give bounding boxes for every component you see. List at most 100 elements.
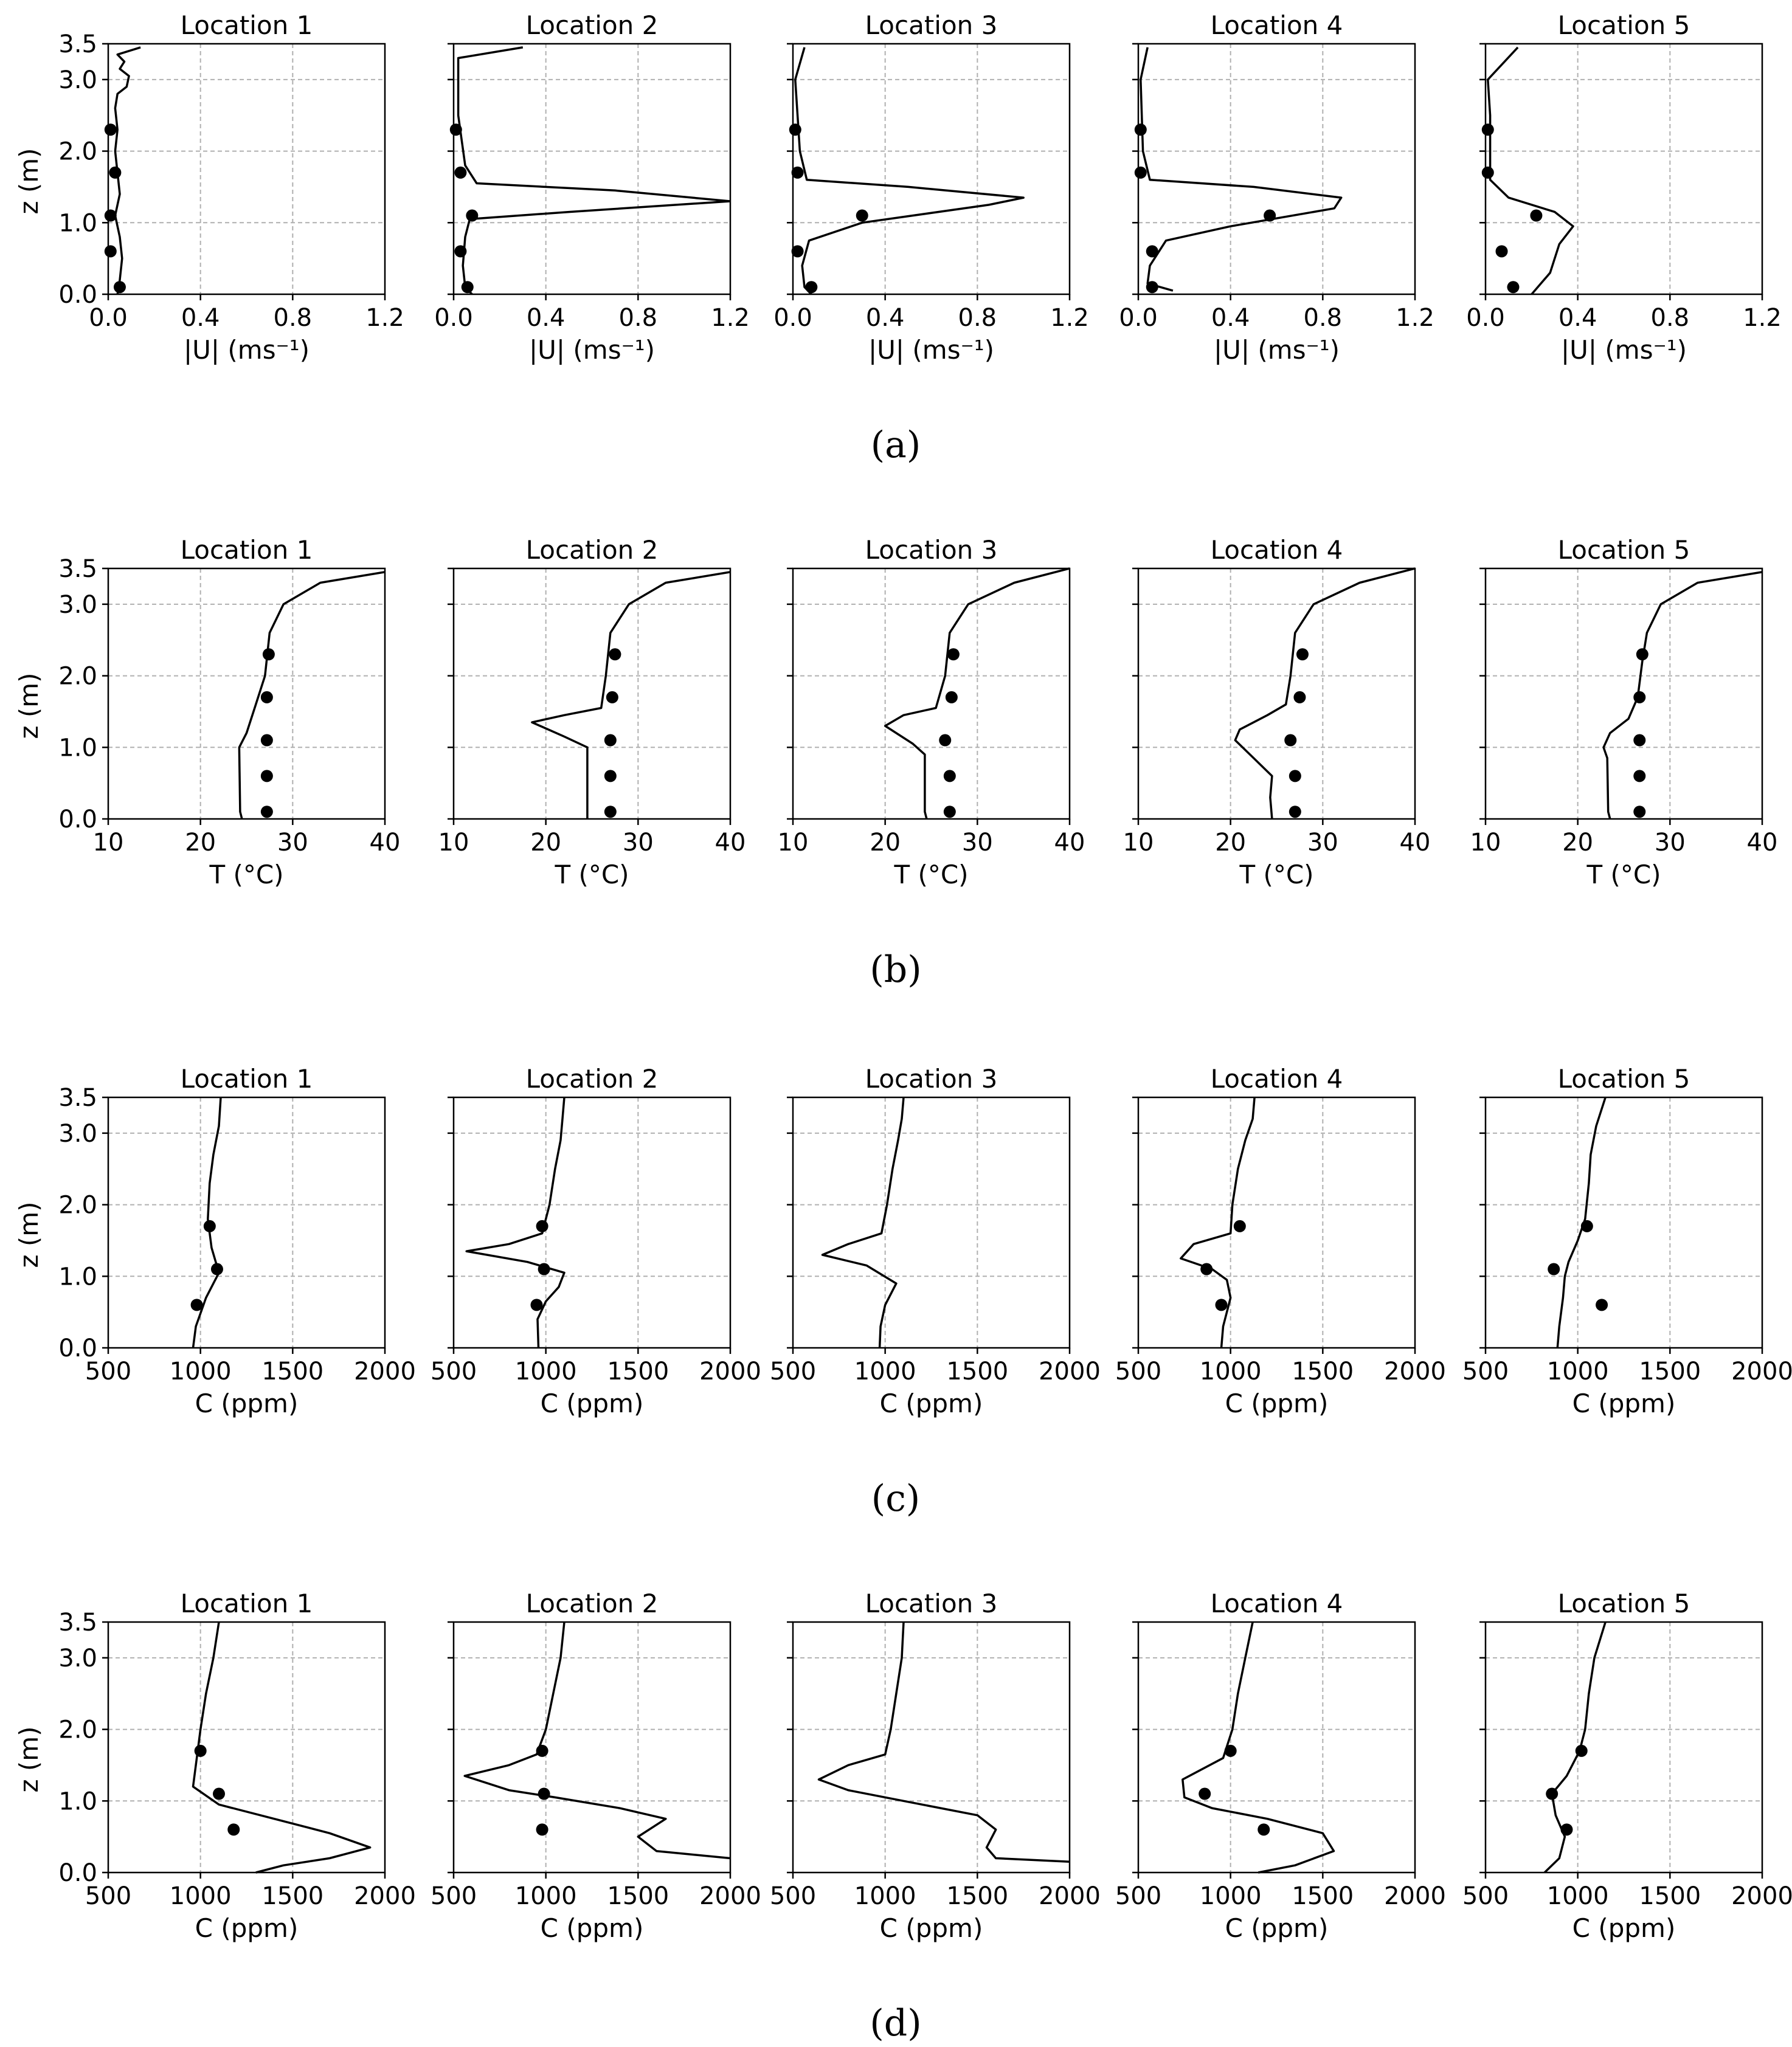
data-point [1264,209,1276,222]
data-point [1633,806,1646,818]
data-point [104,245,117,258]
series-line [1234,567,1415,820]
panel-title: Location 1 [181,535,313,565]
x-axis-label: C (ppm) [541,1389,644,1418]
data-point [260,770,273,782]
data-point [1233,1220,1246,1232]
y-tick-label: 3.5 [58,555,97,583]
data-point [604,770,617,782]
x-axis-label: |U| (ms⁻¹) [184,335,310,365]
data-point [609,648,621,661]
x-axis-label: T (°C) [209,860,283,889]
x-tick-label: 30 [623,829,654,857]
x-tick-label: 40 [715,829,746,857]
x-tick-label: 0.4 [1211,304,1250,332]
y-tick-label: 2.0 [58,1716,97,1744]
x-tick-label: 10 [93,829,124,857]
x-tick-label: 500 [1462,1358,1509,1386]
data-point [1258,1823,1270,1836]
y-tick-label: 1.0 [58,209,97,237]
x-tick-label: 1000 [1200,1358,1262,1386]
panel-title: Location 3 [865,1589,998,1618]
series-line [457,46,730,295]
data-point [466,209,479,222]
data-point [262,648,275,661]
panel-title: Location 2 [526,535,659,565]
data-point [461,281,474,294]
data-point [536,1220,548,1232]
data-point [210,1263,223,1275]
x-tick-label: 20 [185,829,216,857]
data-point [190,1299,203,1311]
x-axis-label: |U| (ms⁻¹) [1214,335,1340,365]
chart-panel: Location 4 10 20 30 40 T (°C) [1123,535,1431,889]
data-point [203,1220,216,1232]
panel-title: Location 5 [1558,1064,1690,1094]
x-tick-label: 500 [1462,1882,1509,1910]
chart-panel: Location 1 10 20 30 40 0.0 1.0 2.0 3.0 3.5 T (°C) [58,535,400,889]
chart-panel: Location 4 0.0 0.4 0.8 1.2 |U| (ms⁻¹) [1119,10,1434,365]
x-tick-label: 500 [770,1358,816,1386]
x-tick-label: 2000 [1384,1882,1446,1910]
panel-title: Location 1 [181,1589,313,1618]
y-tick-label: 3.0 [58,66,97,94]
x-axis-label: C (ppm) [880,1389,983,1418]
data-point [1296,648,1309,661]
data-point [260,806,273,818]
x-tick-label: 2000 [699,1882,761,1910]
x-tick-label: 500 [431,1358,477,1386]
x-tick-label: 1000 [854,1882,916,1910]
chart-row: Location 1 500 1000 1500 2000 0.0 1.0 2.0 3.0 3.5… [14,1589,1792,2045]
x-tick-label: 10 [1470,829,1501,857]
series-line [817,1621,1070,1863]
panel-title: Location 3 [865,535,998,565]
panel-title: Location 3 [865,10,998,40]
x-tick-label: 0.0 [434,304,473,332]
panel-title: Location 5 [1558,10,1690,40]
x-tick-label: 1500 [1639,1358,1701,1386]
x-tick-label: 0.8 [958,304,997,332]
x-axis-label: C (ppm) [1572,1913,1676,1943]
x-tick-label: 20 [1562,829,1593,857]
x-tick-label: 2000 [354,1358,416,1386]
x-axis-label: C (ppm) [541,1913,644,1943]
x-tick-label: 1500 [1292,1358,1354,1386]
series-line [531,571,730,819]
series-line [1556,1097,1607,1348]
data-point [538,1787,550,1800]
x-tick-label: 500 [431,1882,477,1910]
series-line [1140,47,1343,292]
series-line [114,46,141,295]
x-tick-label: 1000 [515,1882,577,1910]
x-tick-label: 0.0 [773,304,812,332]
row-caption: (d) [870,2002,921,2045]
x-tick-label: 20 [530,829,561,857]
data-point [606,691,618,703]
data-point [538,1263,550,1275]
series-line [821,1097,905,1348]
x-tick-label: 0.4 [866,304,905,332]
series-line [1487,46,1574,295]
y-tick-label: 3.5 [58,30,97,58]
series-line [794,47,1025,295]
x-tick-label: 1.2 [1050,304,1089,332]
x-tick-label: 1.2 [365,304,404,332]
x-axis-label: C (ppm) [195,1389,299,1418]
x-tick-label: 40 [1747,829,1778,857]
x-tick-label: 0.8 [1651,304,1690,332]
y-tick-label: 0.0 [58,1859,97,1887]
series-line [192,1097,222,1348]
x-tick-label: 2000 [1731,1882,1792,1910]
data-point [194,1744,207,1757]
x-tick-label: 40 [1054,829,1085,857]
chart-panel: Location 3 500 1000 1500 2000 C (ppm) [770,1064,1101,1418]
data-point [260,734,273,747]
data-point [945,691,958,703]
y-tick-label: 1.0 [58,1787,97,1815]
x-axis-label: T (°C) [554,860,629,889]
x-axis-label: C (ppm) [1572,1389,1676,1418]
data-point [454,245,467,258]
data-point [1146,281,1158,294]
x-tick-label: 10 [1123,829,1154,857]
